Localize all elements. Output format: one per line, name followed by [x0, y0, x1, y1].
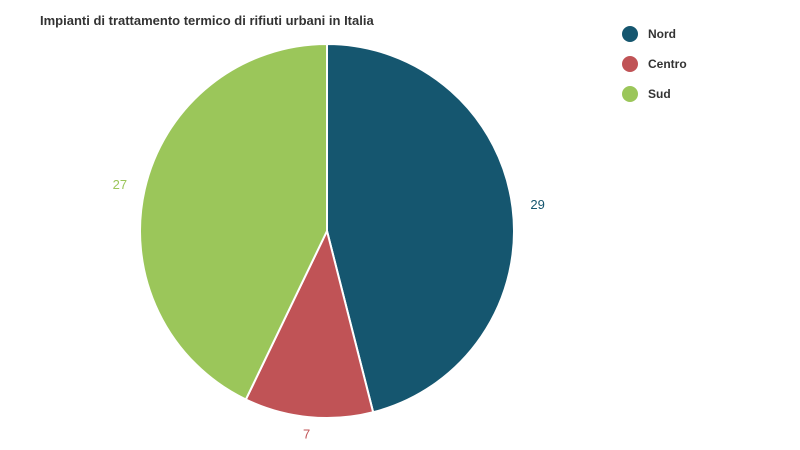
legend-swatch-nord [622, 26, 638, 42]
legend-swatch-sud [622, 86, 638, 102]
pie-slice-nord[interactable] [326, 43, 515, 414]
chart-title: Impianti di trattamento termico di rifiu… [40, 13, 374, 28]
legend-label-sud: Sud [648, 87, 671, 101]
data-label-nord: 29 [530, 197, 544, 212]
legend-swatch-centro [622, 56, 638, 72]
data-label-sud: 27 [113, 177, 127, 192]
pie-slice-sud[interactable] [139, 43, 328, 401]
legend-label-nord: Nord [648, 27, 676, 41]
legend-item-centro[interactable]: Centro [622, 54, 687, 74]
legend-label-centro: Centro [648, 57, 687, 71]
legend-item-sud[interactable]: Sud [622, 84, 687, 104]
data-label-centro: 7 [303, 426, 310, 441]
chart-legend: Nord Centro Sud [622, 24, 687, 114]
pie-slice-centro[interactable] [244, 230, 375, 419]
legend-item-nord[interactable]: Nord [622, 24, 687, 44]
